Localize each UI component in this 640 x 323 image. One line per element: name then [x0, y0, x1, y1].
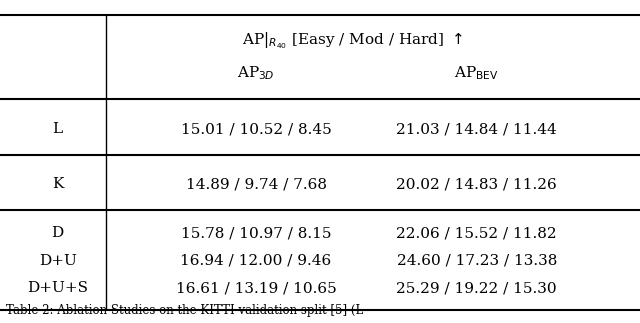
Text: 24.60 / 17.23 / 13.38: 24.60 / 17.23 / 13.38	[397, 254, 557, 268]
Text: AP$_{\mathrm{BEV}}$: AP$_{\mathrm{BEV}}$	[454, 64, 499, 81]
Text: 20.02 / 14.83 / 11.26: 20.02 / 14.83 / 11.26	[396, 177, 557, 191]
Text: L: L	[52, 122, 63, 136]
Text: 15.78 / 10.97 / 8.15: 15.78 / 10.97 / 8.15	[180, 226, 332, 240]
Text: 16.94 / 12.00 / 9.46: 16.94 / 12.00 / 9.46	[180, 254, 332, 268]
Text: D: D	[51, 226, 64, 240]
Text: 21.03 / 14.84 / 11.44: 21.03 / 14.84 / 11.44	[396, 122, 557, 136]
Text: 16.61 / 13.19 / 10.65: 16.61 / 13.19 / 10.65	[175, 281, 337, 295]
Text: D+U+S: D+U+S	[27, 281, 88, 295]
Text: 25.29 / 19.22 / 15.30: 25.29 / 19.22 / 15.30	[397, 281, 557, 295]
Text: 14.89 / 9.74 / 7.68: 14.89 / 9.74 / 7.68	[186, 177, 326, 191]
Text: 22.06 / 15.52 / 11.82: 22.06 / 15.52 / 11.82	[397, 226, 557, 240]
Text: K: K	[52, 177, 63, 191]
Text: 15.01 / 10.52 / 8.45: 15.01 / 10.52 / 8.45	[180, 122, 332, 136]
Text: AP$_{3D}$: AP$_{3D}$	[237, 64, 275, 81]
Text: AP$|_{R_{40}}$ [Easy / Mod / Hard] $\uparrow$: AP$|_{R_{40}}$ [Easy / Mod / Hard] $\upa…	[241, 30, 463, 51]
Text: Table 2: Ablation Studies on the KITTI validation split [5] (L: Table 2: Ablation Studies on the KITTI v…	[6, 304, 364, 317]
Text: D+U: D+U	[38, 254, 77, 268]
